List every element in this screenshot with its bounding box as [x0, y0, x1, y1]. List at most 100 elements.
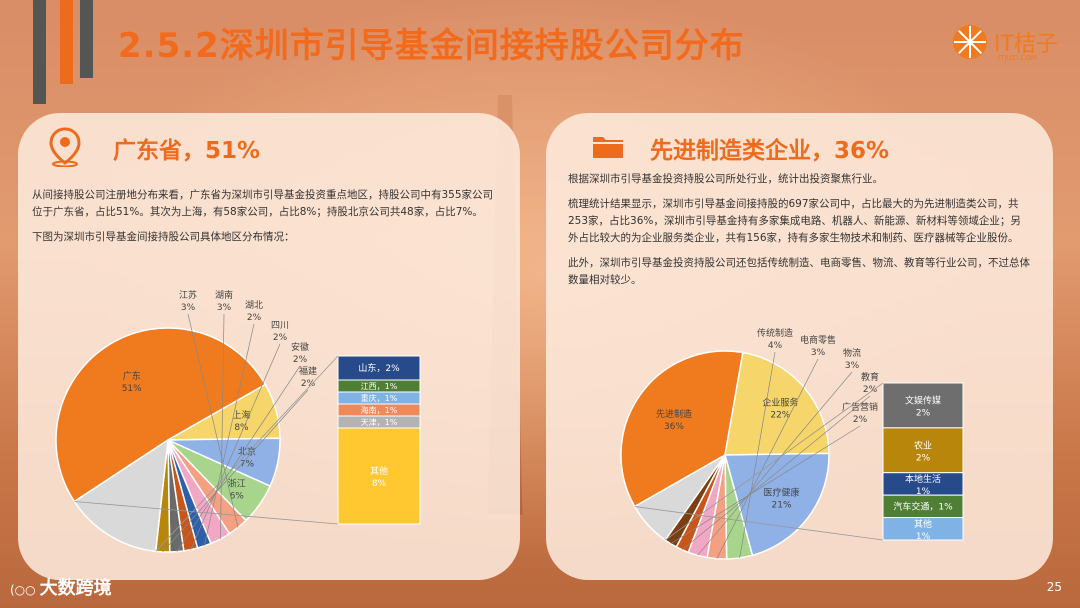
location-pin-icon: [49, 127, 81, 167]
pie-slice: [73, 438, 169, 553]
slice-value-label: 3%: [845, 361, 860, 371]
leader-line: [176, 365, 301, 552]
slice-label: 先进制造: [656, 408, 692, 420]
connector-line: [664, 382, 884, 541]
breakdown-value-label: 1%: [916, 487, 931, 497]
leader-line: [697, 371, 853, 556]
slice-value-label: 3%: [217, 303, 232, 313]
region-para-1: 从间接持股公司注册地分布来看，广东省为深圳市引导基金投资重点地区，持股公司中有3…: [32, 189, 494, 218]
connector-line: [155, 355, 339, 552]
breakdown-segment: [337, 427, 421, 525]
slice-value-label: 36%: [664, 422, 684, 432]
region-heading: 广东省，51%: [113, 138, 261, 164]
breakdown-label: 汽车交通，1%: [893, 500, 953, 512]
leader-line: [739, 351, 776, 559]
slice-value-label: 51%: [122, 384, 142, 394]
slice-value-label: 2%: [293, 355, 308, 365]
breakdown-label: 农业: [914, 439, 932, 451]
slice-label: 福建: [299, 365, 317, 377]
slice-value-label: 2%: [247, 313, 262, 323]
logo-name: IT桔子: [994, 32, 1058, 57]
slice-value-label: 7%: [240, 459, 255, 469]
slice-value-label: 2%: [853, 415, 868, 425]
brand-mark: (○○ 大数跨境: [10, 574, 116, 600]
pie-slice: [724, 351, 830, 456]
slice-label: 教育: [861, 371, 879, 383]
slice-value-label: 2%: [273, 333, 288, 343]
breakdown-label: 文娱传媒: [905, 394, 941, 406]
slice-label: 江苏: [179, 289, 197, 301]
pie-slice: [724, 452, 830, 557]
brand-icon: (○○: [10, 583, 36, 597]
decor-stripe: [80, 0, 93, 78]
industry-para-2: 梳理统计结果显示，深圳市引导基金间接持股的697家公司中，占比最大的为先进制造类…: [568, 198, 1021, 244]
slice-label: 物流: [843, 347, 861, 359]
slice-label: 四川: [271, 321, 289, 331]
breakdown-label: 山东，2%: [358, 362, 400, 374]
slice-label: 湖南: [215, 289, 233, 301]
breakdown-value-label: 1%: [916, 532, 931, 542]
slice-label: 湖北: [245, 300, 263, 311]
breakdown-label: 海南，1%: [361, 405, 398, 415]
industry-para-1: 根据深圳市引导基金投资持股公司所处行业，统计出投资聚焦行业。: [568, 173, 883, 185]
breakdown-label: 其他: [370, 465, 388, 477]
slice-label: 电商零售: [800, 334, 836, 346]
industry-card: 先进制造类企业，36% 根据深圳市引导基金投资持股公司所处行业，统计出投资聚焦行…: [546, 113, 1053, 580]
industry-heading: 先进制造类企业，36%: [650, 138, 890, 164]
slice-value-label: 8%: [234, 423, 249, 433]
slice-label: 传统制造: [757, 327, 793, 339]
breakdown-label: 其他: [914, 518, 932, 530]
pie-slice: [620, 350, 744, 508]
breakdown-segment: [882, 427, 964, 474]
slice-value-label: 3%: [181, 303, 196, 313]
connector-line: [634, 506, 884, 541]
slice-value-label: 4%: [768, 341, 783, 351]
leader-line: [162, 389, 309, 553]
industry-para-3: 此外，深圳市引导基金投资持股公司还包括传统制造、电商零售、物流、教育等行业公司，…: [568, 257, 1030, 286]
industry-description: 根据深圳市引导基金投资持股公司所处行业，统计出投资聚焦行业。 梳理统计结果显示，…: [568, 171, 1030, 297]
leader-line: [203, 323, 255, 547]
page-title: 2.5.2深圳市引导基金间接持股公司分布: [118, 26, 745, 66]
folder-icon: [593, 137, 623, 158]
breakdown-value-label: 2%: [916, 408, 931, 418]
breakdown-label: 重庆，1%: [361, 393, 398, 403]
leader-line: [190, 343, 281, 550]
slice-label: 广告营销: [842, 401, 878, 413]
slice-label: 安徽: [291, 341, 309, 353]
slice-label: 浙江: [228, 477, 246, 489]
leader-line: [220, 313, 225, 539]
slice-value-label: 6%: [230, 491, 245, 501]
leader-line: [716, 358, 819, 559]
leader-line: [670, 425, 861, 544]
slice-label: 医疗健康: [764, 486, 800, 498]
pie-slice: [55, 327, 267, 503]
connector-line: [74, 501, 339, 525]
breakdown-segment: [882, 382, 964, 429]
breakdown-value-label: 8%: [372, 479, 387, 489]
decor-stripe: [33, 0, 46, 104]
slice-value-label: 2%: [301, 379, 316, 389]
slice-value-label: 21%: [772, 500, 792, 510]
breakdown-label: 本地生活: [905, 473, 941, 485]
region-para-2: 下图为深圳市引导基金间接持股公司具体地区分布情况：: [32, 231, 295, 243]
slice-label: 上海: [232, 409, 250, 421]
leader-line: [187, 313, 239, 528]
slice-value-label: 22%: [770, 411, 790, 421]
region-card: 广东省，51% 从间接持股公司注册地分布来看，广东省为深圳市引导基金投资重点地区…: [18, 113, 520, 580]
leader-line: [681, 395, 871, 551]
breakdown-segment: [882, 517, 964, 541]
slice-value-label: 2%: [863, 385, 878, 395]
brand-text: 大数跨境: [39, 578, 112, 599]
page-number: 25: [1046, 580, 1062, 594]
slice-label: 企业服务: [762, 397, 798, 409]
logo-url: ITJUZI.COM: [998, 54, 1037, 62]
breakdown-value-label: 2%: [916, 453, 931, 463]
slice-value-label: 3%: [811, 348, 826, 358]
breakdown-label: 天津，1%: [361, 417, 398, 427]
decor-stripe-orange: [60, 0, 73, 84]
region-description: 从间接持股公司注册地分布来看，广东省为深圳市引导基金投资重点地区，持股公司中有3…: [32, 187, 502, 254]
orange-slice-icon: [953, 25, 987, 59]
slice-label: 广东: [123, 370, 141, 382]
breakdown-label: 江西，1%: [361, 382, 398, 391]
